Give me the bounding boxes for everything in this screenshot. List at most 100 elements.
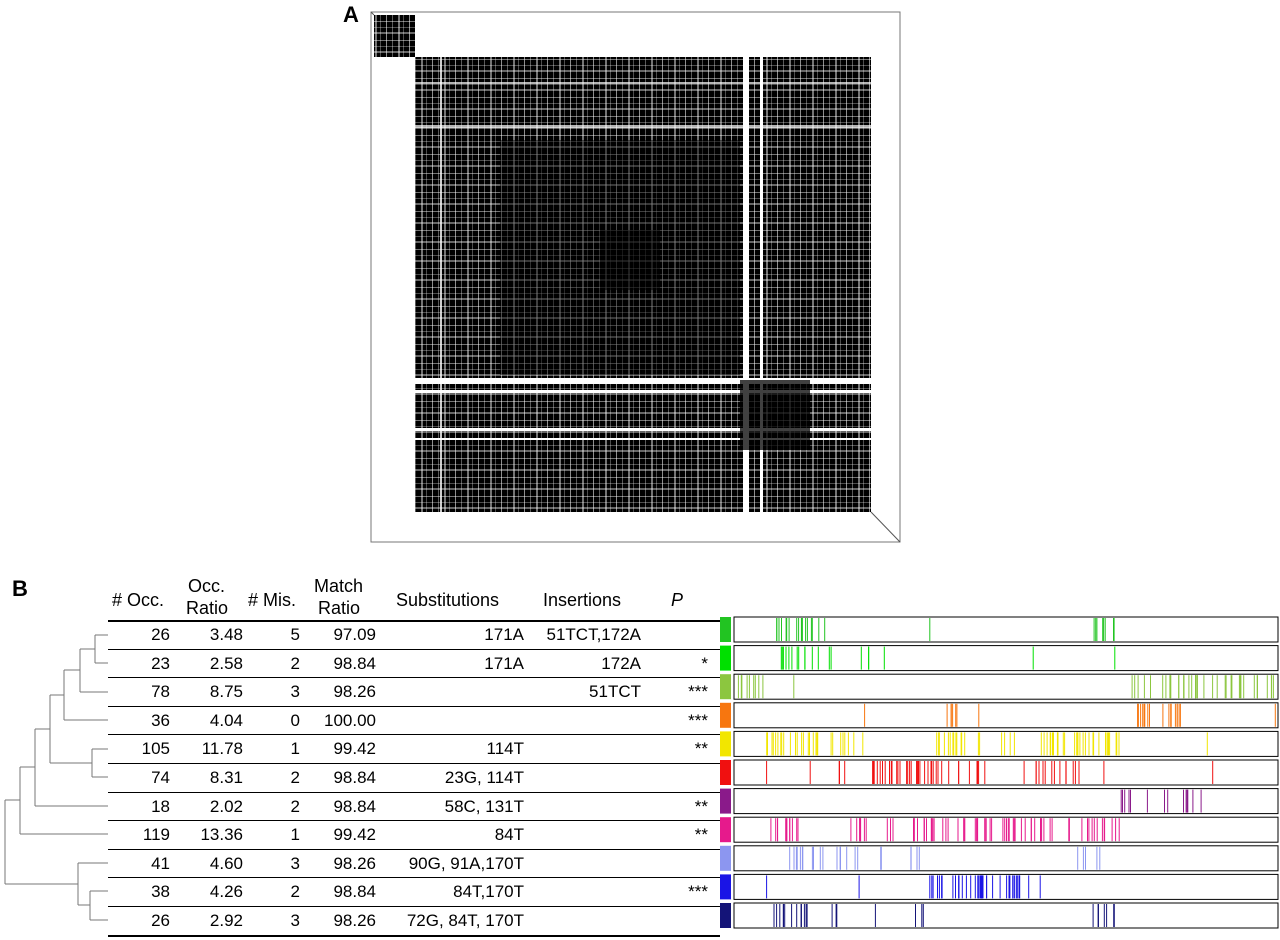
cell-mis: 1 (290, 739, 300, 759)
cell-p: *** (688, 710, 708, 730)
cell-subs: 84T,170T (453, 882, 524, 902)
matrix-diagonal-top (370, 11, 375, 16)
cell-subs: 90G, 91A,170T (408, 853, 524, 873)
cell-occ: 78 (151, 682, 170, 702)
cell-subs: 72G, 84T, 170T (406, 911, 524, 930)
cell-occ-ratio: 11.78 (201, 739, 243, 759)
cell-match-ratio: 99.42 (333, 825, 376, 845)
strip-color-swatch (720, 731, 731, 757)
cell-occ: 26 (151, 625, 170, 644)
strip-ticks (770, 818, 1120, 842)
strip-color-swatch (720, 903, 731, 928)
cell-subs: 84T (494, 825, 524, 845)
header-p: P (671, 590, 684, 610)
cell-subs: 171A (484, 625, 524, 644)
table-row-rule (108, 648, 720, 650)
strip-frame (733, 873, 1279, 900)
cell-ins: 172A (601, 653, 641, 673)
strip-ticks (780, 646, 1116, 670)
cell-match-ratio: 98.84 (333, 882, 376, 902)
cell-match-ratio: 97.09 (333, 625, 376, 644)
strip-color-swatch (720, 817, 731, 843)
cell-match-ratio: 100.00 (324, 710, 376, 730)
strip-color-swatch (720, 788, 731, 814)
matrix-white-band-v1 (743, 57, 749, 512)
strip-frame (733, 702, 1279, 729)
cell-subs: 171A (484, 653, 524, 673)
cell-ins: 51TCT (589, 682, 641, 702)
similarity-matrix (370, 11, 901, 543)
cell-mis: 1 (290, 825, 300, 845)
cell-occ-ratio: 2.02 (209, 796, 243, 816)
strip-color-swatch (720, 702, 731, 728)
strip-ticks (766, 761, 1214, 784)
header-match-ratio-1: Match (314, 576, 364, 596)
cell-occ-ratio: 4.04 (209, 710, 243, 730)
cell-occ: 74 (151, 768, 170, 787)
cell-occ-ratio: 2.92 (209, 911, 243, 930)
cell-occ: 18 (151, 796, 170, 816)
panel-a-label: A (343, 2, 359, 27)
strip-color-swatch (720, 674, 731, 700)
matrix-inner-block-2 (740, 380, 810, 450)
cell-occ-ratio: 13.36 (200, 825, 243, 845)
strip-color-swatch (720, 617, 731, 642)
cell-ins: 51TCT,172A (546, 625, 642, 644)
cell-match-ratio: 98.84 (333, 653, 376, 673)
cell-occ-ratio: 3.48 (209, 625, 243, 644)
table-row-rule (108, 763, 720, 764)
strip-frame (733, 759, 1279, 786)
cell-match-ratio: 98.26 (333, 853, 376, 873)
strip-frame (733, 645, 1279, 672)
cell-occ-ratio: 8.75 (209, 682, 243, 702)
table-row-rule (108, 906, 720, 907)
cell-subs: 114T (486, 739, 525, 759)
strip-frame (733, 730, 1279, 757)
table-row-rule (108, 934, 720, 937)
matrix-diagonal-bottom (870, 511, 901, 543)
cell-match-ratio: 99.42 (333, 739, 376, 759)
header-mis: # Mis. (248, 590, 297, 610)
strip-ticks (789, 846, 1101, 870)
strip-ticks (766, 732, 1208, 756)
cell-p: *** (688, 882, 708, 902)
strip-frame (733, 616, 1279, 643)
table-row-rule (108, 820, 720, 822)
cell-subs: 58C, 131T (444, 796, 524, 816)
cell-mis: 2 (290, 768, 300, 787)
cell-occ-ratio: 4.60 (209, 853, 243, 873)
cell-mis: 2 (290, 796, 300, 816)
strip-ticks (773, 904, 1115, 927)
header-match-ratio-2: Ratio (318, 598, 361, 618)
panel-b-label: B (12, 576, 28, 601)
strip-color-swatch (720, 645, 731, 671)
header-occ: # Occ. (112, 590, 165, 610)
table-row-rule (108, 877, 720, 879)
matrix-inner-block-3 (600, 230, 660, 290)
table-row-rule (108, 677, 720, 679)
strip-frame (733, 788, 1279, 815)
cell-occ: 23 (151, 653, 170, 673)
cell-p: ** (694, 825, 708, 845)
cell-p: *** (688, 682, 708, 702)
cell-mis: 2 (290, 882, 300, 902)
cell-occ-ratio: 2.58 (209, 653, 243, 673)
cell-mis: 2 (290, 653, 300, 673)
strip-color-swatch (720, 874, 731, 900)
cell-match-ratio: 98.26 (333, 911, 376, 930)
cell-mis: 0 (290, 710, 300, 730)
cell-mis: 3 (290, 682, 300, 702)
cell-occ-ratio: 4.26 (209, 882, 243, 902)
cell-mis: 3 (290, 911, 300, 930)
cell-match-ratio: 98.84 (333, 768, 376, 787)
cell-p: ** (694, 796, 708, 816)
cell-occ: 38 (151, 882, 170, 902)
header-occ-ratio-2: Ratio (186, 598, 229, 618)
strip-ticks (1120, 789, 1202, 813)
table-row-rule (108, 734, 720, 736)
cell-occ: 105 (141, 739, 170, 759)
dendrogram (4, 634, 108, 921)
strip-ticks (766, 875, 1041, 899)
occurrence-strips (720, 616, 1279, 929)
header-insertions: Insertions (543, 590, 622, 610)
